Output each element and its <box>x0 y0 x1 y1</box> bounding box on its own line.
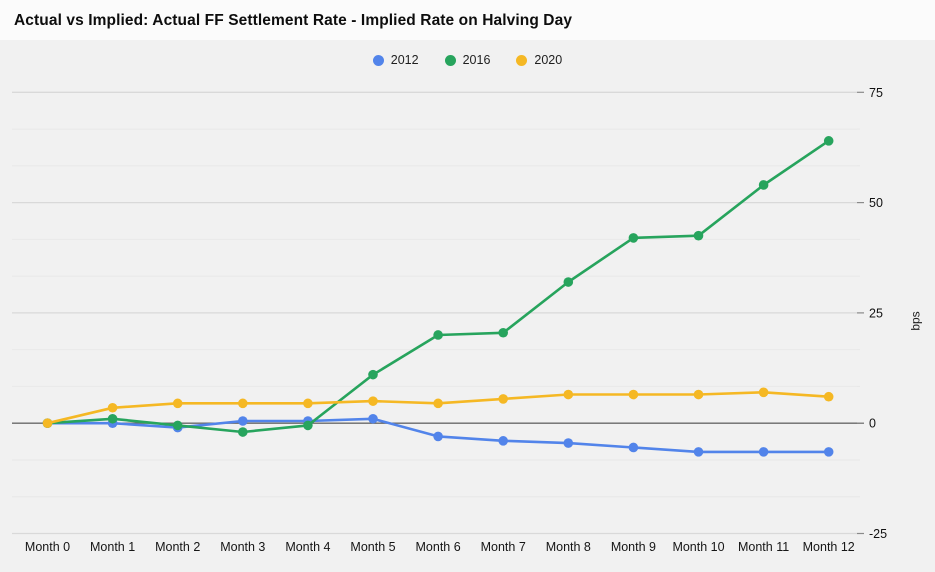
legend-dot-icon <box>444 54 456 66</box>
data-point-2020 <box>42 418 53 429</box>
data-point-2012 <box>628 442 639 453</box>
x-tick-label: Month 3 <box>220 540 265 554</box>
legend-item-2020: 2020 <box>516 53 562 67</box>
x-tick-label: Month 2 <box>155 540 200 554</box>
x-tick-label: Month 0 <box>25 540 70 554</box>
data-point-2012 <box>368 413 378 424</box>
legend-label: 2020 <box>534 53 563 67</box>
data-point-2020 <box>368 396 378 406</box>
x-tick-label: Month 9 <box>611 540 656 554</box>
x-tick-label: Month 10 <box>672 540 724 554</box>
data-point-2020 <box>433 398 443 409</box>
x-tick-label: Month 7 <box>481 540 526 554</box>
legend-item-2012: 2012 <box>372 53 419 67</box>
data-point-2016 <box>823 136 834 146</box>
data-point-2020 <box>823 391 834 402</box>
data-point-2020 <box>628 389 639 400</box>
data-point-2020 <box>563 389 574 400</box>
legend-dot-icon <box>516 54 528 66</box>
data-point-2012 <box>693 447 704 457</box>
data-point-2016 <box>303 420 313 431</box>
chart-title: Actual vs Implied: Actual FF Settlement … <box>14 12 573 29</box>
data-point-2012 <box>823 447 834 457</box>
data-point-2016 <box>628 233 639 243</box>
data-point-2016 <box>433 330 443 340</box>
data-point-2020 <box>107 402 118 413</box>
data-point-2012 <box>498 436 509 446</box>
data-point-2016 <box>368 369 378 380</box>
data-point-2012 <box>758 447 769 457</box>
x-tick-label: Month 4 <box>285 540 330 554</box>
data-point-2020 <box>172 398 183 409</box>
data-point-2016 <box>758 180 769 190</box>
data-point-2012 <box>238 416 248 426</box>
data-point-2020 <box>758 387 769 398</box>
legend-dot-icon <box>372 54 384 66</box>
data-point-2012 <box>433 431 443 442</box>
x-tick-label: Month 1 <box>90 540 135 554</box>
data-point-2016 <box>172 420 183 431</box>
legend-label: 2016 <box>462 53 491 67</box>
chart-legend: 2012 2016 2020 <box>0 50 935 70</box>
data-point-2016 <box>107 413 118 424</box>
y-tick-label: 50 <box>869 196 883 210</box>
x-tick-label: Month 8 <box>546 540 591 554</box>
data-point-2016 <box>563 277 574 287</box>
data-point-2016 <box>693 230 704 241</box>
data-point-2020 <box>693 389 704 400</box>
data-point-2020 <box>498 394 509 404</box>
x-tick-label: Month 11 <box>738 540 789 554</box>
x-tick-label: Month 12 <box>803 540 855 554</box>
y-tick-label: 25 <box>869 306 883 320</box>
legend-item-2016: 2016 <box>444 53 491 67</box>
y-tick-label: -25 <box>869 527 887 541</box>
y-axis-title: bps <box>908 311 923 331</box>
x-tick-label: Month 5 <box>350 540 395 554</box>
data-point-2020 <box>238 398 248 409</box>
legend-label: 2012 <box>390 53 419 67</box>
x-tick-label: Month 6 <box>416 540 461 554</box>
data-point-2020 <box>303 398 313 409</box>
data-point-2016 <box>238 427 248 437</box>
y-tick-label: 0 <box>869 417 876 431</box>
series-line-2016 <box>46 139 831 434</box>
data-point-2012 <box>563 438 574 448</box>
title-band <box>0 0 935 40</box>
data-point-2016 <box>498 327 509 338</box>
y-tick-label: 75 <box>869 86 883 100</box>
